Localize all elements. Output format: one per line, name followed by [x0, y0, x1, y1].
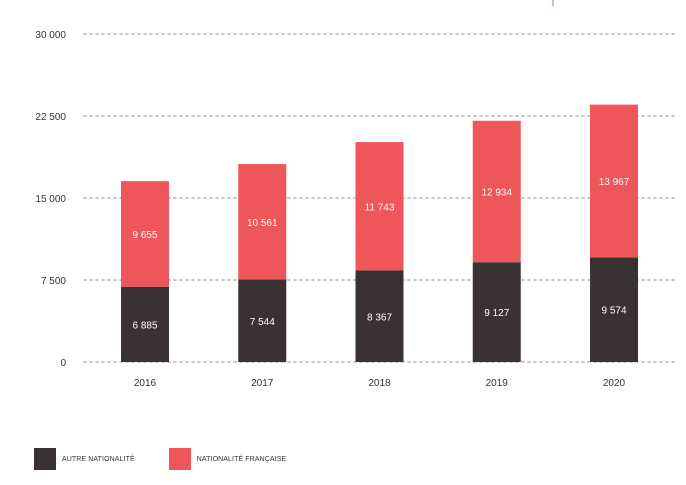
bar-segment-autre — [121, 286, 169, 362]
bar-value-label: 11 743 — [365, 202, 395, 213]
x-tick-label: 2017 — [251, 378, 274, 389]
y-tick-label: 15 000 — [35, 194, 66, 205]
bar-value-label: 9 574 — [601, 306, 626, 317]
bar-value-label: 7 544 — [250, 317, 275, 328]
y-tick-label: 0 — [60, 358, 66, 369]
bar-segment-autre — [355, 270, 404, 362]
x-tick-label: 2018 — [368, 378, 391, 389]
y-axis-ticks: 0 7 500 15 000 22 500 30 000 — [35, 30, 66, 369]
bar-segment-autre — [590, 257, 638, 362]
bar-segment-francaise — [590, 104, 638, 258]
bar-segment-francaise — [472, 120, 521, 263]
legend-swatch-autre — [34, 448, 56, 470]
legend-item-autre: AUTRE NATIONALITÉ — [34, 448, 135, 470]
bar-segment-francaise — [238, 164, 287, 280]
x-axis-ticks: 2016 2017 2018 2019 2020 — [134, 378, 626, 389]
legend: AUTRE NATIONALITÉ NATIONALITÉ FRANÇAISE — [34, 448, 320, 470]
bar-value-label: 9 655 — [132, 230, 157, 241]
y-tick-label: 30 000 — [35, 30, 66, 41]
bar-value-label: 12 934 — [481, 188, 512, 199]
bar-value-label: 8 367 — [367, 312, 392, 323]
y-tick-label: 7 500 — [41, 276, 66, 287]
stacked-bar-chart: 0 7 500 15 000 22 500 30 000 6 885 9 655 7 544… — [35, 0, 677, 389]
x-tick-label: 2019 — [486, 378, 509, 389]
bar-segment-francaise — [121, 181, 169, 287]
x-tick-label: 2016 — [134, 378, 157, 389]
y-tick-label: 22 500 — [35, 112, 66, 123]
legend-label-autre: AUTRE NATIONALITÉ — [62, 455, 135, 463]
bar-segment-autre — [238, 279, 287, 362]
legend-label-francaise: NATIONALITÉ FRANÇAISE — [196, 455, 287, 463]
legend-item-francaise: NATIONALITÉ FRANÇAISE — [168, 448, 287, 470]
bar-value-label: 9 127 — [484, 308, 509, 319]
bar-value-label: 6 885 — [132, 320, 157, 331]
bar-value-label: 10 561 — [247, 218, 278, 229]
legend-swatch-francaise — [168, 448, 191, 470]
bar-segment-autre — [472, 262, 521, 362]
x-tick-label: 2020 — [603, 378, 626, 389]
bar-value-label: 13 967 — [599, 177, 630, 188]
bar-segment-francaise — [355, 142, 404, 271]
bars: 6 885 9 655 7 544 10 561 8 367 11 743 9 127 12 … — [121, 104, 638, 362]
